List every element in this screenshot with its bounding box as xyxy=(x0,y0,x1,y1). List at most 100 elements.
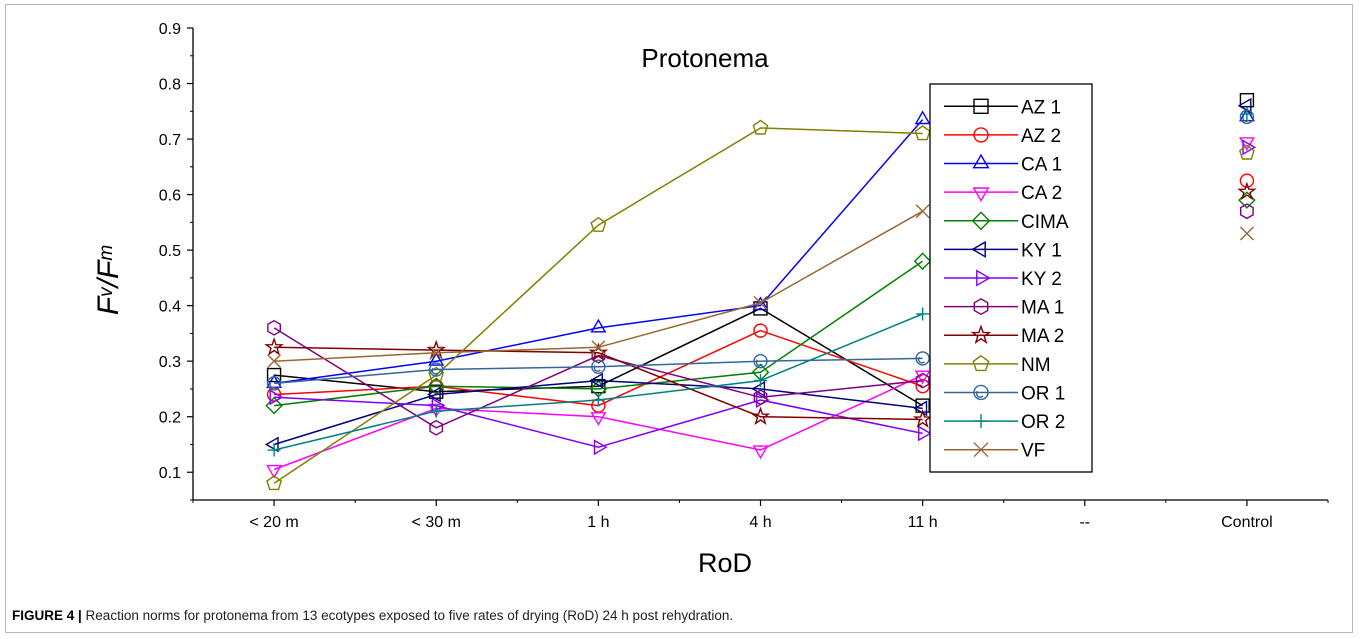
data-point xyxy=(266,464,283,479)
marker-pentagon xyxy=(972,354,990,372)
marker-circle-inner xyxy=(269,381,277,389)
legend-label: KY 1 xyxy=(1021,240,1062,261)
legend: AZ 1 AZ 2 CA 1 CA 2 CIMA KY 1 KY 2 MA 1 MA 2 NM OR… xyxy=(929,83,1093,473)
data-point xyxy=(266,475,283,491)
series-line xyxy=(274,210,923,362)
marker-triangle-up xyxy=(972,153,990,169)
data-point xyxy=(267,319,281,336)
y-tick-label: 0.5 xyxy=(159,243,181,260)
marker-plus xyxy=(429,404,443,418)
marker-diamond xyxy=(265,396,283,415)
x-tick-label: -- xyxy=(1079,514,1090,531)
y-tick-label: 0.3 xyxy=(159,354,181,371)
legend-label: OR 2 xyxy=(1021,412,1065,433)
data-point xyxy=(1239,226,1254,241)
marker-triangle-left xyxy=(426,386,441,403)
marker-triangle-right xyxy=(269,389,284,406)
data-point xyxy=(588,342,609,362)
data-point xyxy=(914,125,931,141)
legend-item: KY 2 xyxy=(944,269,1062,290)
data-point xyxy=(918,425,932,442)
legend-item: KY 1 xyxy=(944,240,1062,261)
marker-square xyxy=(973,98,989,115)
marker-triangle-down xyxy=(590,412,607,426)
series-az-1 xyxy=(266,92,1255,413)
marker-square xyxy=(591,378,606,394)
x-tick-label: < 30 m xyxy=(412,514,461,531)
marker-hexagon xyxy=(973,298,989,316)
data-point xyxy=(593,439,608,456)
marker-pentagon xyxy=(752,119,769,135)
series-line xyxy=(274,307,923,407)
x-ticks: < 20 m < 30 m 1 h 4 h 11 h -- Control xyxy=(192,500,1329,531)
legend-label: CIMA xyxy=(1021,212,1069,233)
data-point xyxy=(591,340,606,355)
figure-frame xyxy=(5,4,1353,633)
series-or-1 xyxy=(266,109,1255,391)
x-tick-label: 11 h xyxy=(908,514,938,531)
data-point xyxy=(426,386,441,403)
marker-triangle-down xyxy=(1238,137,1255,152)
marker-cross xyxy=(429,345,444,360)
data-point xyxy=(428,351,445,366)
marker-triangle-up xyxy=(428,351,445,366)
marker-plus xyxy=(754,374,767,388)
data-point xyxy=(1239,203,1254,220)
series-line xyxy=(274,260,924,407)
y-tick-label: 0.8 xyxy=(159,77,181,94)
y-tick-label: 0.2 xyxy=(159,410,181,427)
data-point xyxy=(266,367,282,383)
data-point xyxy=(1238,144,1255,160)
legend-item: NM xyxy=(944,355,1051,376)
x-tick-label: Control xyxy=(1221,514,1273,531)
data-point xyxy=(752,445,769,460)
legend-item: OR 1 xyxy=(944,383,1065,404)
data-point xyxy=(264,436,279,453)
series-line xyxy=(273,119,924,385)
data-point xyxy=(590,412,607,426)
marker-triangle-down xyxy=(914,370,931,385)
data-point xyxy=(1237,181,1257,201)
y-axis-title-part: F xyxy=(92,295,125,315)
marker-hexagon xyxy=(915,372,930,389)
figure-caption: FIGURE 4 | Reaction norms for protonema … xyxy=(12,608,733,623)
series-line xyxy=(273,127,923,484)
y-axis-title-part: /F xyxy=(92,259,125,289)
marker-star xyxy=(912,409,933,428)
marker-circle xyxy=(753,323,768,338)
marker-hexagon xyxy=(429,419,444,436)
marker-circle-inner xyxy=(593,364,601,372)
marker-triangle-right xyxy=(976,269,991,287)
data-point xyxy=(913,400,928,417)
series-ky-2 xyxy=(269,139,1257,456)
marker-plus xyxy=(974,414,988,429)
y-tick-label: 0.6 xyxy=(159,188,181,205)
x-tick-label: 4 h xyxy=(749,514,771,531)
marker-star xyxy=(750,406,771,426)
legend-item: MA 2 xyxy=(944,324,1064,347)
caption-label: FIGURE 4 | xyxy=(12,608,82,623)
data-point xyxy=(914,370,931,385)
marker-triangle-left xyxy=(589,372,603,389)
marker-plus xyxy=(267,443,281,457)
y-tick-label: 0.7 xyxy=(159,132,181,149)
data-point xyxy=(264,337,284,356)
series-line xyxy=(274,346,923,421)
marker-cross xyxy=(753,295,768,310)
data-point xyxy=(1237,97,1252,114)
marker-circle-inner xyxy=(755,359,763,367)
data-point xyxy=(750,406,771,426)
legend-label: NM xyxy=(1021,355,1051,376)
data-point xyxy=(912,409,933,428)
marker-plus xyxy=(1240,107,1254,121)
marker-star xyxy=(588,342,609,362)
marker-diamond xyxy=(971,211,991,231)
legend-item: VF xyxy=(944,441,1045,462)
data-point xyxy=(916,307,930,321)
marker-triangle-left xyxy=(264,436,279,453)
data-point xyxy=(590,318,607,333)
data-point xyxy=(589,372,603,389)
legend-item: CA 2 xyxy=(944,183,1062,204)
marker-square xyxy=(266,367,282,383)
marker-pentagon xyxy=(1238,144,1255,160)
